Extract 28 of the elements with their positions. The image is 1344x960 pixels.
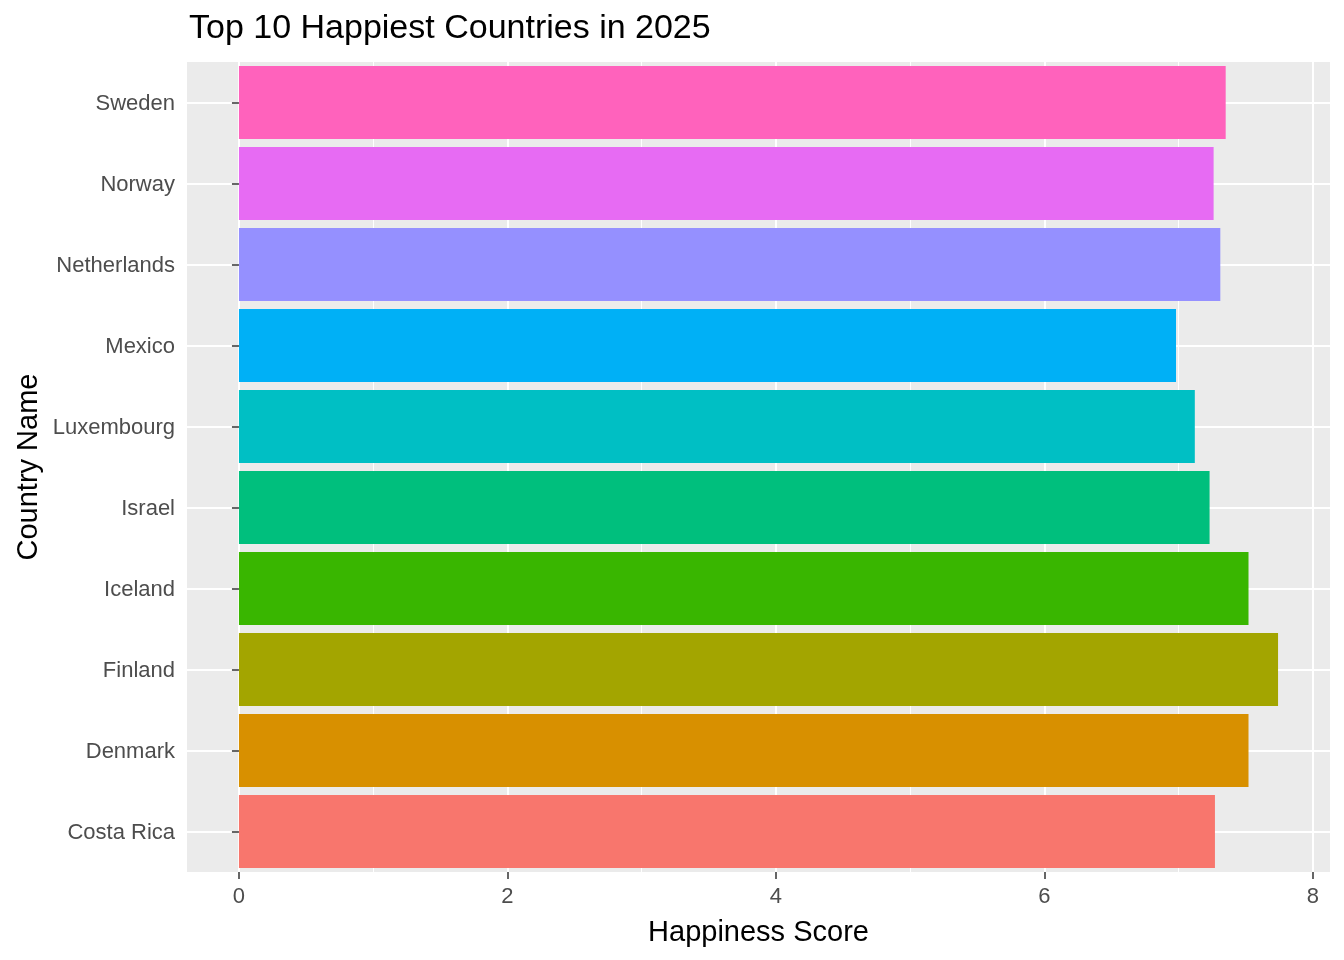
y-tick-label: Iceland	[104, 576, 175, 601]
y-tick-label: Norway	[100, 171, 175, 196]
x-tick-label: 0	[232, 882, 246, 908]
y-tick-label: Sweden	[95, 90, 175, 115]
bar	[238, 228, 1221, 301]
y-tick-label: Finland	[102, 657, 175, 682]
bar	[238, 147, 1214, 220]
bar	[238, 552, 1249, 625]
y-tick-label: Mexico	[105, 333, 175, 358]
y-tick-label: Israel	[121, 495, 175, 520]
y-tick-label: Netherlands	[56, 252, 175, 277]
bar	[238, 471, 1210, 544]
x-axis-title: Happiness Score	[648, 914, 869, 947]
x-tick-label: 4	[769, 882, 783, 908]
bar	[238, 633, 1279, 706]
y-tick-label: Costa Rica	[67, 819, 176, 844]
y-tick-label: Denmark	[85, 738, 176, 763]
y-axis-title: Country Name	[11, 373, 44, 561]
y-tick-label: Luxembourg	[52, 414, 175, 439]
bar	[238, 795, 1215, 868]
x-tick-label: 6	[1038, 882, 1051, 908]
bar	[238, 714, 1249, 787]
chart-title: Top 10 Happiest Countries in 2025	[189, 7, 711, 45]
bar	[238, 66, 1226, 139]
bar	[238, 309, 1177, 382]
x-tick-label: 2	[501, 882, 514, 908]
bar	[238, 390, 1195, 463]
x-tick-label: 8	[1306, 882, 1320, 908]
